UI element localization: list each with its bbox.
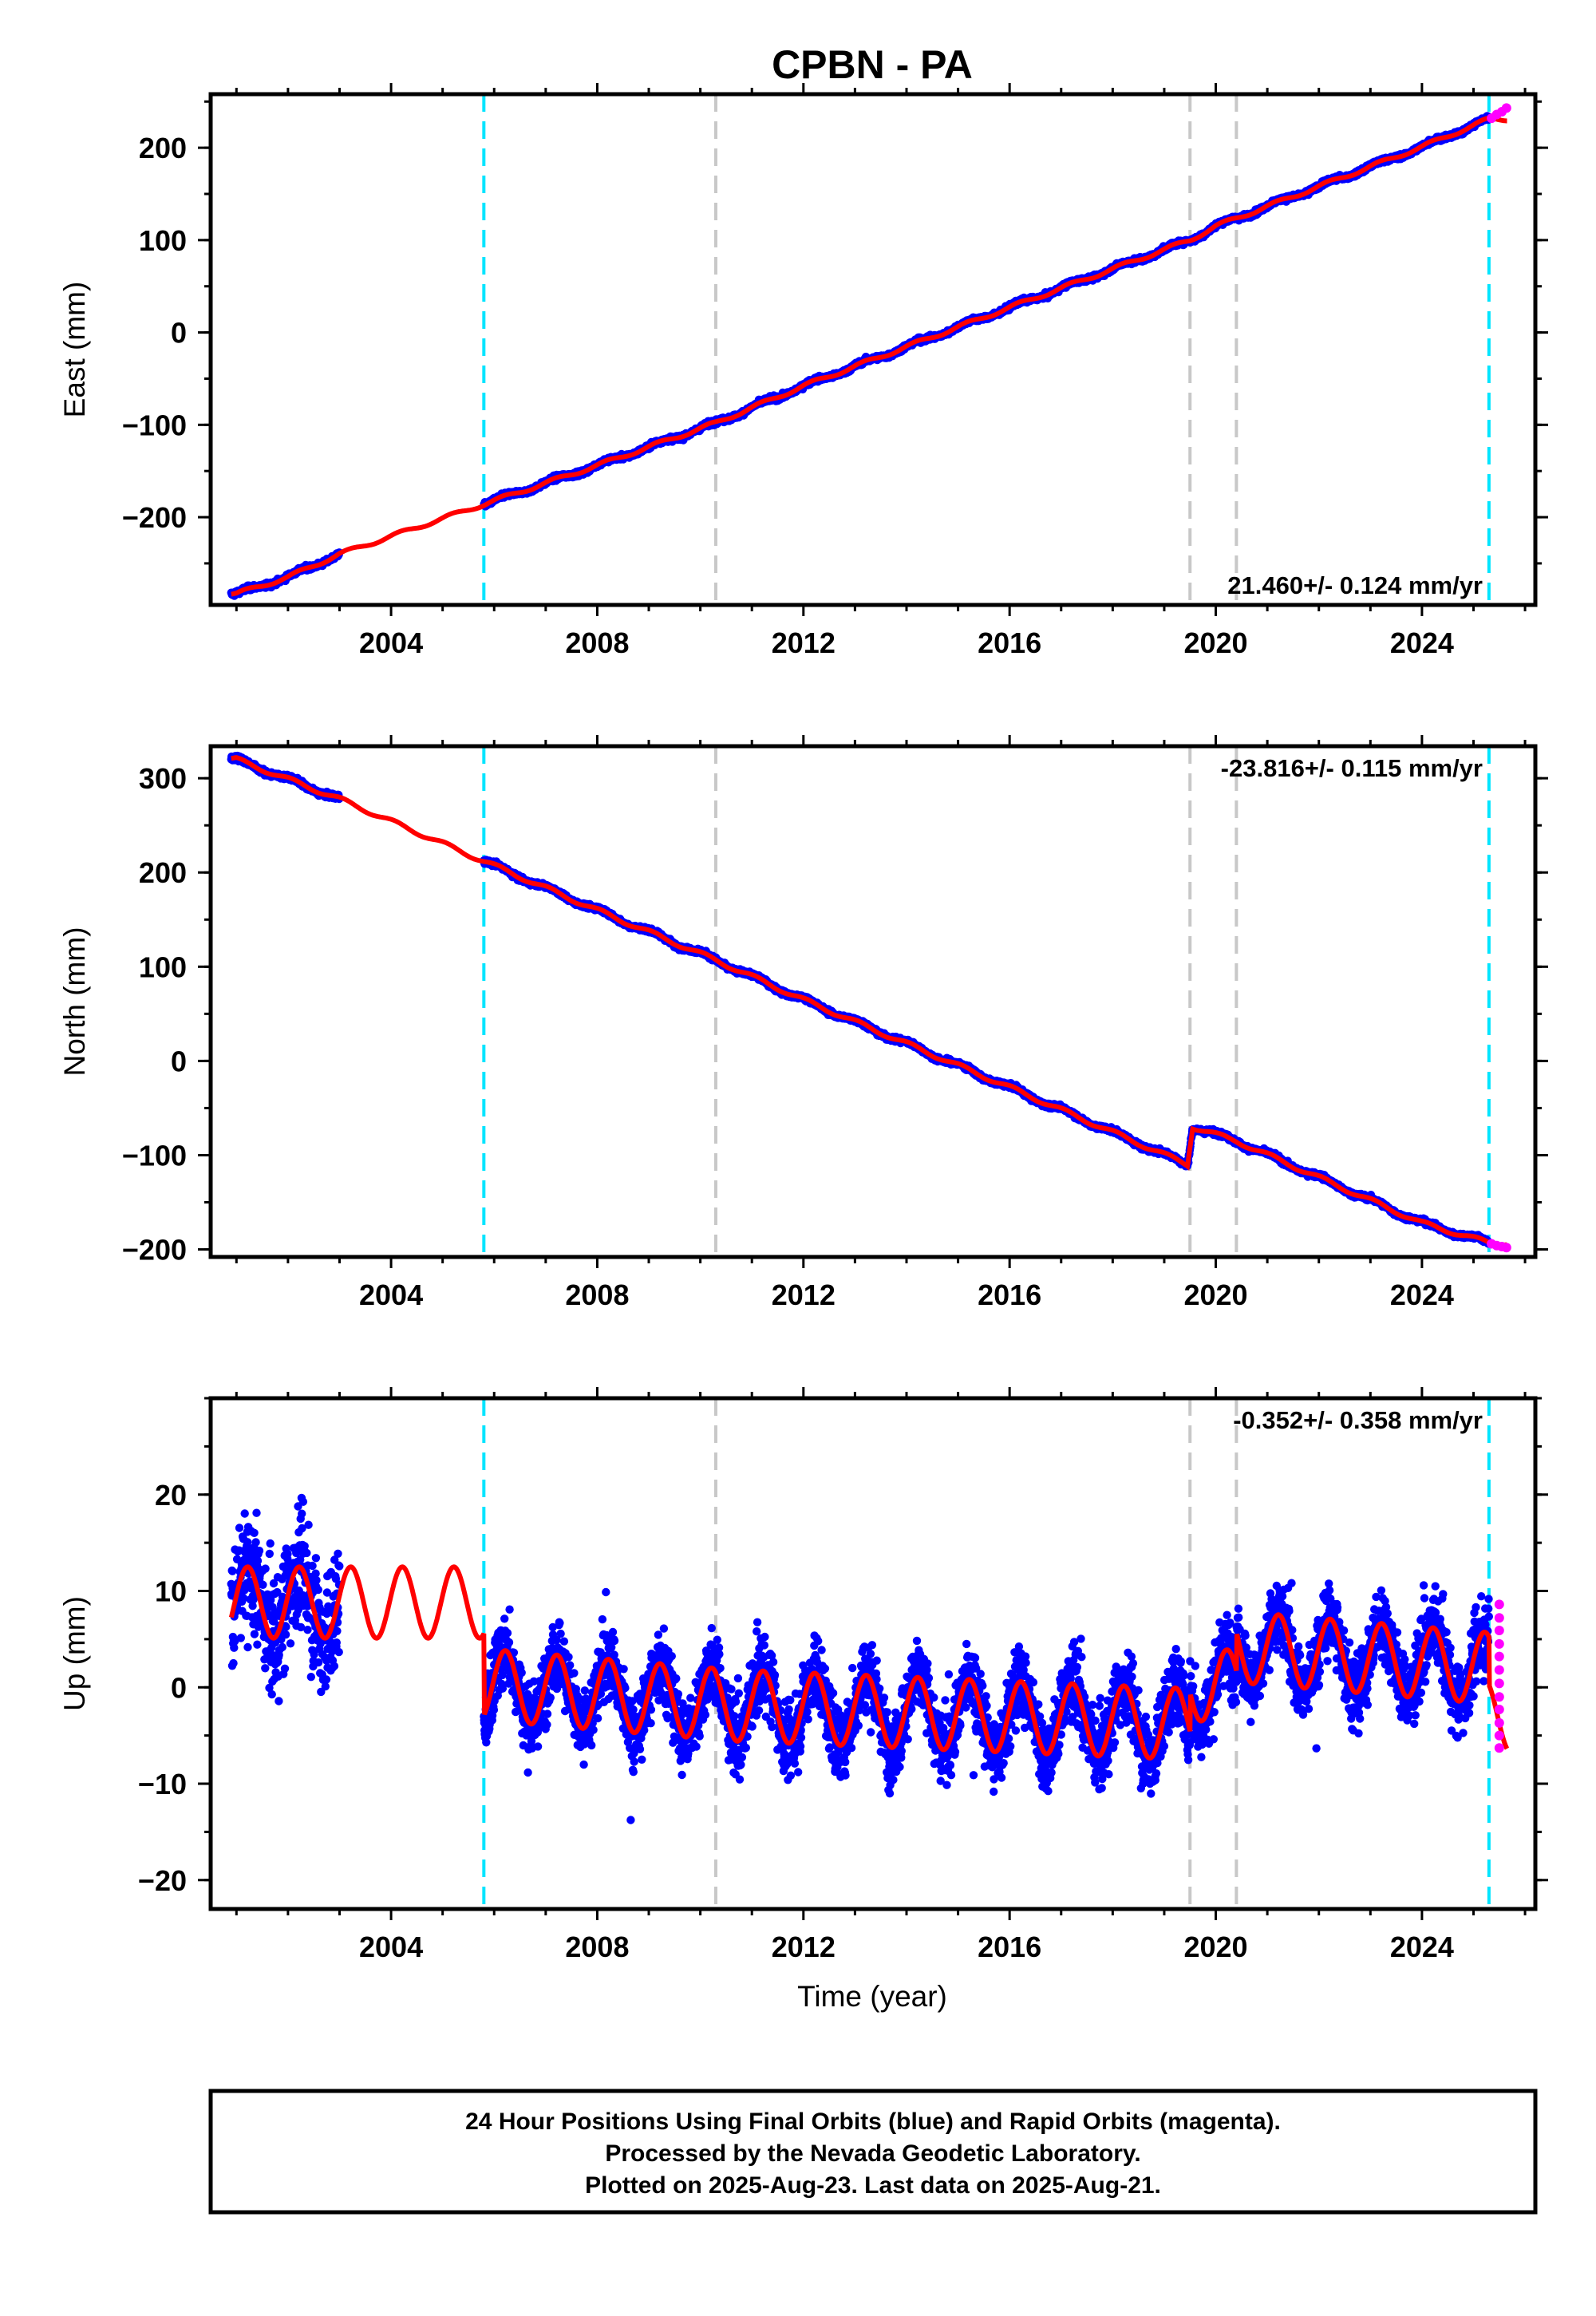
- x-tick-label: 2008: [565, 626, 629, 659]
- x-tick-label: 2024: [1390, 626, 1454, 659]
- panel-north: 2004 2008 2012 2016 2020 2024−200−10001002003…: [58, 735, 1548, 1311]
- y-tick-label: −100: [122, 409, 187, 441]
- plot-area: [227, 103, 1511, 600]
- x-tick-label: 2012: [772, 626, 836, 659]
- y-tick-label: 0: [171, 317, 187, 350]
- chart-title: CPBN - PA: [772, 42, 973, 87]
- y-tick-label: −200: [122, 501, 187, 534]
- y-tick-label: 200: [139, 132, 187, 164]
- panel-east: 2004 2008 2012 2016 2020 2024 −200 −100 0 100 200 E…: [58, 83, 1548, 659]
- plot-area: [227, 751, 1511, 1253]
- x-tick-label: 2004: [359, 626, 423, 659]
- x-tick-label: 2020: [1183, 626, 1247, 659]
- y-axis-label: East (mm): [58, 282, 91, 418]
- y-tick-label: 100: [139, 224, 187, 257]
- rate-label: 21.460+/- 0.124 mm/yr: [1227, 571, 1483, 599]
- rapid-point: [1501, 103, 1511, 113]
- x-tick-label: 2016: [978, 626, 1041, 659]
